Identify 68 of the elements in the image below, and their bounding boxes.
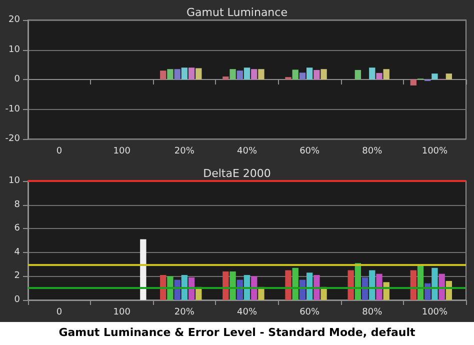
bar	[258, 69, 264, 80]
bar	[181, 68, 188, 80]
y-tick-label: 0	[14, 74, 20, 84]
bar	[285, 270, 292, 300]
bar	[314, 275, 320, 300]
y-tick-label: 10	[8, 176, 20, 186]
bar	[383, 69, 390, 80]
x-tick-label: 80%	[362, 308, 383, 318]
bar	[410, 80, 416, 86]
bar	[314, 70, 320, 80]
bar	[446, 74, 452, 80]
bar	[369, 68, 376, 80]
x-tick-label: 20%	[174, 308, 195, 318]
bar	[348, 270, 354, 300]
bar	[230, 69, 236, 80]
x-tick-label: 40%	[236, 308, 258, 318]
y-tick-label: 10	[8, 44, 20, 55]
bar	[292, 70, 298, 80]
bar	[292, 268, 298, 300]
bar	[188, 68, 195, 80]
x-tick-label: 60%	[300, 146, 320, 156]
y-tick-label: 4	[14, 247, 20, 258]
y-tick-label: 2	[14, 271, 20, 282]
x-tick-label: 100	[113, 146, 131, 156]
y-tick-label: 20	[8, 15, 20, 25]
bar	[251, 276, 258, 300]
bar	[230, 271, 236, 300]
bar	[160, 70, 166, 80]
bar	[320, 69, 327, 80]
bar	[222, 271, 229, 300]
x-tick-label: 60%	[300, 308, 320, 318]
bar	[236, 70, 243, 80]
chart-title: Gamut Luminance	[186, 6, 288, 19]
bar	[306, 272, 313, 300]
bar	[432, 268, 438, 300]
y-tick-label: -20	[5, 134, 20, 144]
x-tick-label: 100%	[422, 146, 448, 156]
y-tick-label: 8	[14, 200, 20, 210]
bar	[251, 69, 258, 80]
bar	[432, 74, 438, 80]
chart-title: DeltaE 2000	[203, 167, 271, 180]
bar	[167, 69, 174, 80]
y-tick-label: -10	[5, 104, 20, 114]
y-tick-label: 6	[14, 224, 20, 234]
x-tick-label: 40%	[236, 146, 258, 156]
bar	[174, 280, 180, 300]
x-tick-label: 100	[113, 308, 131, 318]
bar	[369, 270, 376, 300]
bar	[140, 239, 146, 300]
x-tick-label: 100%	[422, 308, 448, 318]
bar	[244, 68, 250, 80]
x-tick-label: 20%	[174, 146, 195, 156]
x-tick-label: 0	[56, 146, 62, 156]
bar	[410, 270, 416, 300]
x-tick-label: 80%	[362, 146, 383, 156]
bar	[306, 68, 313, 80]
bar	[167, 276, 174, 300]
bar	[299, 72, 306, 80]
x-tick-label: 0	[56, 308, 62, 318]
bar	[354, 70, 362, 80]
bar	[376, 274, 382, 300]
bar	[174, 69, 180, 80]
y-tick-label: 0	[14, 295, 20, 305]
text: Gamut Luminance & Error Level - Standard Mode, default	[58, 325, 416, 341]
bar	[222, 76, 229, 80]
bar	[438, 274, 445, 300]
bar	[376, 72, 382, 80]
bar	[196, 68, 202, 80]
